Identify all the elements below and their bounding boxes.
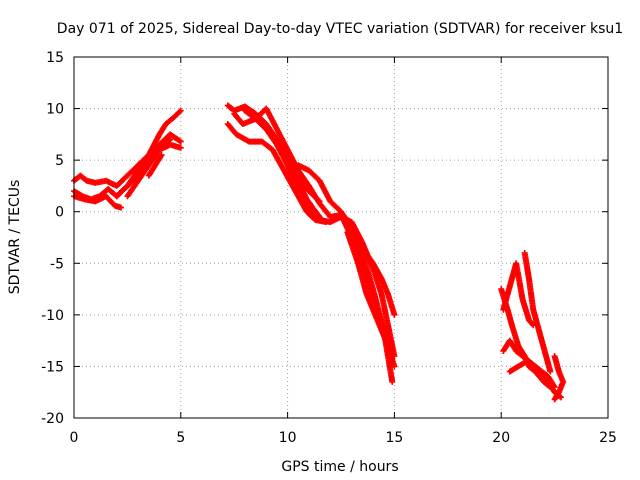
x-tick-label: 10	[279, 430, 297, 446]
axis-ticks: 0 5 10 15 20 25 -20 -15 -10 -5 0 5 10 15	[41, 50, 617, 446]
data-point	[177, 107, 184, 114]
y-tick-label: 5	[55, 153, 64, 169]
data-point	[158, 151, 165, 158]
series-track-6	[145, 151, 165, 179]
data-point	[551, 396, 558, 403]
data-point	[316, 198, 323, 205]
series-track-15	[359, 244, 398, 318]
data-marks	[71, 102, 567, 403]
data-point	[391, 311, 398, 318]
series-track-20	[506, 358, 554, 391]
x-tick-label: 25	[599, 430, 617, 446]
data-point	[391, 363, 398, 370]
y-axis-label: SDTVAR / TECUs	[7, 180, 23, 295]
x-axis-label: GPS time / hours	[281, 459, 398, 475]
data-point	[547, 384, 554, 391]
data-point	[176, 137, 183, 144]
data-point	[315, 197, 322, 204]
data-point	[389, 378, 396, 385]
x-tick-label: 15	[385, 430, 403, 446]
series-track-19	[521, 249, 554, 375]
y-tick-label: -10	[41, 308, 64, 324]
plot-frame	[73, 56, 609, 419]
data-point	[167, 136, 174, 143]
data-point	[546, 383, 553, 390]
y-tick-label: -20	[41, 411, 64, 427]
y-tick-label: -5	[50, 256, 64, 272]
data-point	[166, 137, 173, 144]
y-tick-label: 10	[46, 102, 64, 118]
series-track-3	[71, 193, 124, 211]
chart-title: Day 071 of 2025, Sidereal Day-to-day VTE…	[57, 21, 623, 37]
data-point	[177, 144, 184, 151]
y-tick-label: -15	[41, 359, 64, 375]
data-point	[177, 138, 184, 145]
series-track-14	[344, 229, 398, 370]
data-point	[117, 204, 124, 211]
x-tick-label: 5	[176, 430, 185, 446]
series-track-21	[551, 353, 567, 403]
x-tick-label: 20	[492, 430, 510, 446]
series-track-5	[124, 136, 174, 200]
series-track-9	[231, 105, 334, 220]
y-tick-label: 0	[55, 205, 64, 221]
data-point	[176, 108, 183, 115]
data-point	[547, 368, 554, 375]
y-tick-label: 15	[46, 50, 64, 66]
x-tick-label: 0	[70, 430, 79, 446]
